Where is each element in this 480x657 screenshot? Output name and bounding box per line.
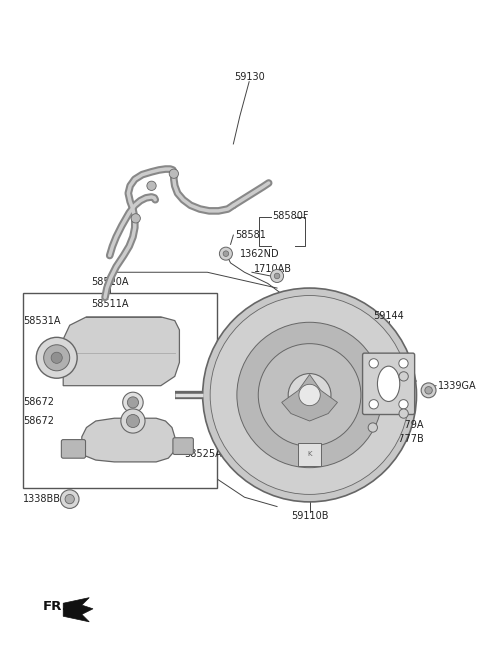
Circle shape <box>169 169 179 178</box>
Circle shape <box>299 384 320 405</box>
Text: 58581: 58581 <box>235 230 266 240</box>
FancyBboxPatch shape <box>61 440 85 458</box>
Circle shape <box>369 359 378 368</box>
Circle shape <box>203 288 417 502</box>
Text: 58672: 58672 <box>23 416 54 426</box>
Circle shape <box>147 181 156 191</box>
Circle shape <box>126 415 140 428</box>
Circle shape <box>368 423 377 432</box>
Circle shape <box>288 374 331 417</box>
Ellipse shape <box>377 366 400 401</box>
FancyBboxPatch shape <box>362 353 415 415</box>
Bar <box>23 293 216 488</box>
Circle shape <box>65 495 74 504</box>
Circle shape <box>399 359 408 368</box>
Text: 43777B: 43777B <box>387 434 424 443</box>
Text: K: K <box>307 451 312 457</box>
Circle shape <box>210 296 409 495</box>
Text: 1339GA: 1339GA <box>438 380 477 391</box>
Circle shape <box>271 269 284 283</box>
Text: 58525A: 58525A <box>184 449 222 459</box>
Circle shape <box>421 383 436 397</box>
Text: 58511A: 58511A <box>91 299 129 309</box>
Circle shape <box>60 490 79 509</box>
Text: 58510A: 58510A <box>91 277 129 286</box>
Polygon shape <box>63 317 180 386</box>
Circle shape <box>399 399 408 409</box>
Circle shape <box>369 399 378 409</box>
Circle shape <box>51 352 62 363</box>
Circle shape <box>258 344 361 446</box>
Circle shape <box>131 214 140 223</box>
Circle shape <box>237 323 382 468</box>
FancyBboxPatch shape <box>173 438 193 455</box>
Circle shape <box>274 273 280 279</box>
Text: 58531A: 58531A <box>23 315 61 326</box>
Bar <box>299 443 321 466</box>
Text: 59110B: 59110B <box>291 511 328 521</box>
Circle shape <box>44 345 70 371</box>
Circle shape <box>399 372 408 381</box>
Polygon shape <box>82 419 175 462</box>
Circle shape <box>425 386 432 394</box>
Text: 1338BB: 1338BB <box>23 494 61 504</box>
Circle shape <box>399 409 408 419</box>
Circle shape <box>219 247 232 260</box>
Polygon shape <box>282 374 337 421</box>
Circle shape <box>121 409 145 433</box>
Text: 59144: 59144 <box>373 311 404 321</box>
Text: 59130: 59130 <box>234 72 264 82</box>
Text: 58580F: 58580F <box>272 210 309 221</box>
Text: FR.: FR. <box>43 600 68 614</box>
Text: 58672: 58672 <box>23 397 54 407</box>
Circle shape <box>127 397 139 408</box>
Text: 1710AB: 1710AB <box>254 265 292 275</box>
Text: 43779A: 43779A <box>387 420 424 430</box>
Circle shape <box>223 251 228 256</box>
Text: 1362ND: 1362ND <box>240 248 279 259</box>
Circle shape <box>123 392 143 413</box>
Polygon shape <box>63 598 93 622</box>
Circle shape <box>36 337 77 378</box>
